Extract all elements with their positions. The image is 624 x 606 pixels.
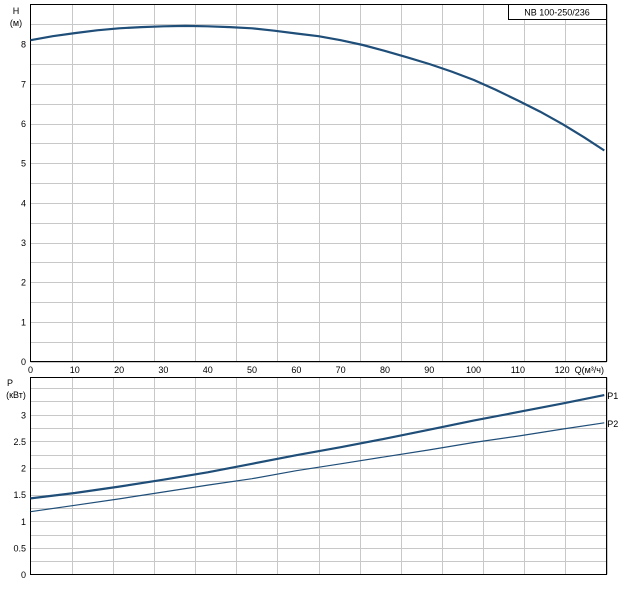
- power-axis-label: P: [7, 378, 13, 388]
- power-chart-frame: [30, 377, 607, 575]
- flow-x-tick-label: 20: [114, 365, 124, 375]
- flow-x-tick-label: 30: [158, 365, 168, 375]
- flow-x-tick-label: 120: [555, 365, 570, 375]
- head-chart-x-ticks: 0 10 20 30 40 50 60 70 80 90 100 110 120: [28, 365, 570, 375]
- head-y-tick-label: 5: [21, 159, 26, 169]
- head-y-tick-label: 7: [21, 79, 26, 89]
- head-curve-line: [30, 24, 605, 152]
- head-chart-y-ticks: 0 1 2 3 4 5 6 7 8: [21, 40, 26, 367]
- flow-axis-label: Q(м³/ч): [575, 365, 604, 375]
- power-y-tick-label: 0.5: [13, 543, 26, 553]
- power-y-tick-label: 2.5: [13, 437, 26, 447]
- power-y-tick-label: 1: [21, 517, 26, 527]
- power-axis-unit: (кВт): [6, 390, 26, 400]
- head-y-tick-label: 6: [21, 119, 26, 129]
- head-y-tick-label: 4: [21, 198, 26, 208]
- pump-model-label: NB 100-250/236: [524, 8, 590, 18]
- pump-model-legend-box: [508, 4, 607, 20]
- power-chart-series: P1 P2: [30, 391, 618, 513]
- flow-x-tick-label: 60: [291, 365, 301, 375]
- power-curve-p2-line: [30, 422, 605, 513]
- head-chart-frame: [30, 4, 607, 362]
- head-chart-grid: [30, 4, 608, 363]
- flow-x-tick-label: 10: [70, 365, 80, 375]
- power-series-label-p1: P1: [607, 391, 618, 401]
- power-y-tick-label: 1.5: [13, 490, 26, 500]
- power-y-tick-label: 2: [21, 464, 26, 474]
- power-curve-p1-line: [30, 394, 605, 500]
- head-axis-unit: (м): [10, 18, 22, 28]
- head-chart-series: [30, 24, 605, 152]
- head-chart: 0 1 2 3 4 5 6 7 8 0 10 20 30 40 50 60 70 80 90 100 110 120 H…: [10, 4, 608, 375]
- head-y-tick-label: 8: [21, 40, 26, 50]
- flow-x-tick-label: 70: [336, 365, 346, 375]
- power-y-tick-label: 3: [21, 410, 26, 420]
- flow-x-tick-label: 40: [203, 365, 213, 375]
- flow-x-tick-label: 50: [247, 365, 257, 375]
- power-chart-y-ticks: 0 0.5 1 1.5 2 2.5 3: [13, 410, 26, 580]
- power-y-tick-label: 0: [21, 570, 26, 580]
- head-y-tick-label: 2: [21, 278, 26, 288]
- head-axis-label: H: [13, 6, 20, 16]
- flow-x-tick-label: 110: [511, 365, 525, 375]
- power-chart-grid: [30, 377, 608, 575]
- head-y-tick-label: 1: [21, 317, 26, 327]
- power-series-label-p2: P2: [607, 419, 618, 429]
- flow-x-tick-label: 0: [28, 365, 33, 375]
- head-y-tick-label: 3: [21, 238, 26, 248]
- head-y-tick-label: 0: [21, 357, 26, 367]
- flow-x-tick-label: 80: [380, 365, 390, 375]
- flow-x-tick-label: 100: [466, 365, 481, 375]
- flow-x-tick-label: 90: [424, 365, 434, 375]
- power-chart: 0 0.5 1 1.5 2 2.5 3 P (кВт) P1 P2: [6, 377, 618, 580]
